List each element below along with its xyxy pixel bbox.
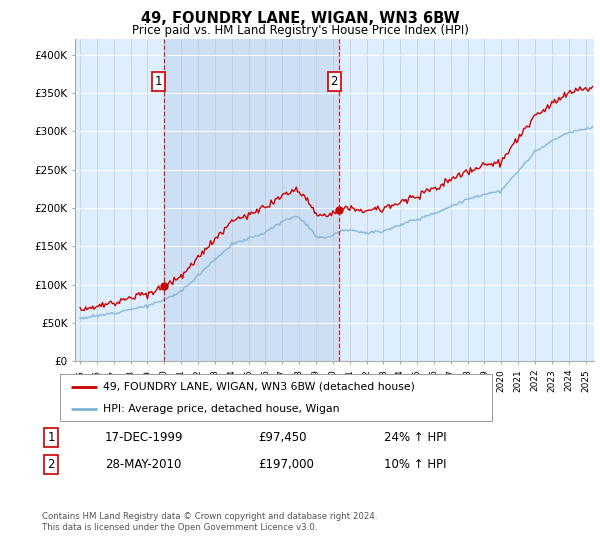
Text: 49, FOUNDRY LANE, WIGAN, WN3 6BW: 49, FOUNDRY LANE, WIGAN, WN3 6BW (140, 11, 460, 26)
Text: 2: 2 (331, 75, 338, 88)
Text: 28-MAY-2010: 28-MAY-2010 (105, 458, 181, 472)
Text: £197,000: £197,000 (258, 458, 314, 472)
Text: 49, FOUNDRY LANE, WIGAN, WN3 6BW (detached house): 49, FOUNDRY LANE, WIGAN, WN3 6BW (detach… (103, 382, 415, 392)
Text: 17-DEC-1999: 17-DEC-1999 (105, 431, 184, 445)
Text: 2: 2 (47, 458, 55, 472)
Text: 1: 1 (155, 75, 163, 88)
Text: 1: 1 (47, 431, 55, 445)
Text: £97,450: £97,450 (258, 431, 307, 445)
Text: 24% ↑ HPI: 24% ↑ HPI (384, 431, 446, 445)
Text: Contains HM Land Registry data © Crown copyright and database right 2024.
This d: Contains HM Land Registry data © Crown c… (42, 512, 377, 532)
Bar (164, 39, 340, 361)
Text: Price paid vs. HM Land Registry's House Price Index (HPI): Price paid vs. HM Land Registry's House … (131, 24, 469, 36)
Text: HPI: Average price, detached house, Wigan: HPI: Average price, detached house, Wiga… (103, 404, 340, 414)
Text: 10% ↑ HPI: 10% ↑ HPI (384, 458, 446, 472)
